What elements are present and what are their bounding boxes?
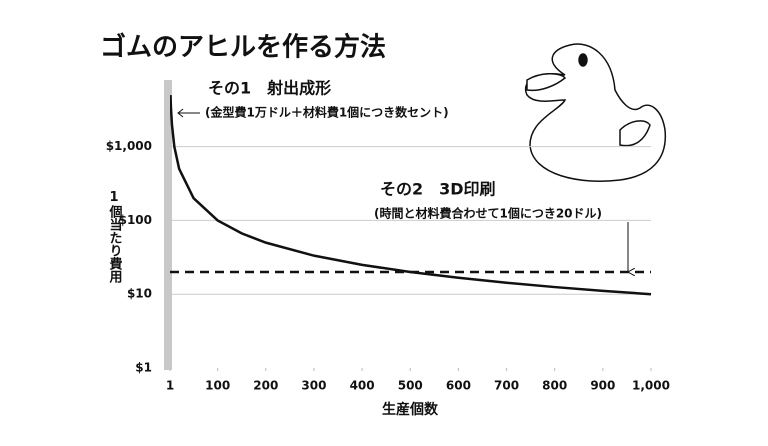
x-axis-label: 生産個数 [382, 401, 439, 418]
x-tick-label: 1,000 [632, 379, 670, 393]
x-tick-label: 400 [350, 379, 375, 393]
x-tick-label: 300 [301, 379, 326, 393]
y-tick-label: $1,000 [106, 139, 152, 153]
x-tick-label: 600 [446, 379, 471, 393]
x-tick-label: 800 [542, 379, 567, 393]
plot-area [170, 95, 652, 296]
line [170, 95, 652, 296]
x-tick-label: 200 [253, 379, 278, 393]
y-tick-label: $1 [135, 361, 152, 375]
y-tick-label: $10 [127, 287, 152, 301]
chart-title: ゴムのアヒルを作る方法 [100, 32, 386, 63]
x-tick-label: 900 [590, 379, 615, 393]
x-tick-label: 700 [494, 379, 519, 393]
arrow-head [177, 108, 184, 118]
annotation: (時間と材料費合わせて1個につき20ドル) [374, 206, 602, 221]
series-label: その1 射出成形 [208, 79, 331, 98]
y-axis-label: 1個当たり費用 [107, 190, 124, 284]
x-tick-label: 1 [166, 379, 174, 393]
series-label: その2 3D印刷 [380, 180, 496, 199]
annotation: (金型費1万ドル＋材料費1個につき数セント) [205, 105, 449, 120]
x-tick-label: 100 [205, 379, 230, 393]
x-tick-label: 500 [398, 379, 423, 393]
duck [524, 43, 667, 182]
y-tick-label: $100 [119, 213, 152, 227]
y-axis [164, 80, 172, 370]
